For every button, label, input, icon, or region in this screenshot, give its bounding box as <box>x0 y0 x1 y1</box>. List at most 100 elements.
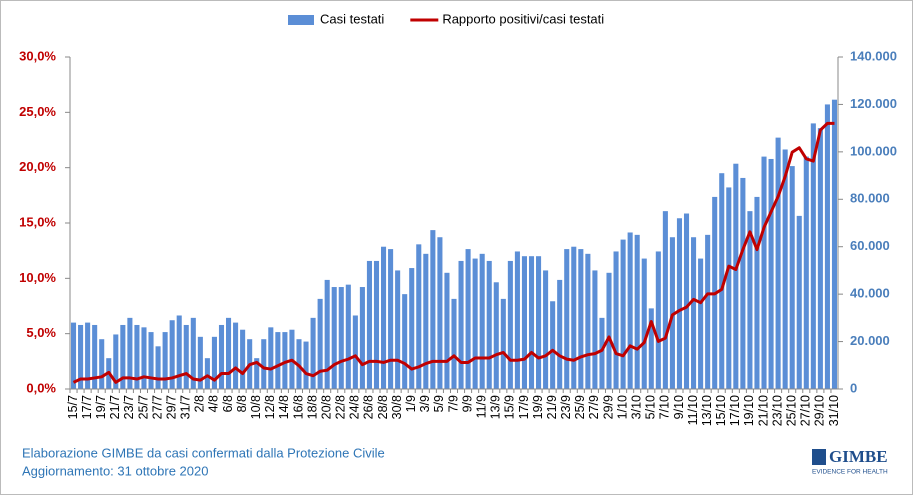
x-tick-label: 1/9 <box>404 395 418 412</box>
bar <box>352 315 358 389</box>
x-tick-label: 20/8 <box>319 395 333 419</box>
bar <box>824 104 830 389</box>
bar <box>472 258 478 389</box>
y-tick-label: 15,0% <box>19 214 56 229</box>
bar <box>578 249 584 389</box>
bar <box>768 158 774 389</box>
y2-tick-label: 80.000 <box>850 191 890 206</box>
bar <box>726 187 732 389</box>
x-tick-label: 16/8 <box>291 395 305 419</box>
bar <box>430 230 436 389</box>
bar <box>359 287 365 389</box>
bar <box>176 315 182 389</box>
legend-swatch <box>288 15 314 25</box>
bar <box>225 317 232 389</box>
bar <box>613 251 619 389</box>
bar <box>634 234 640 389</box>
y2-tick-label: 60.000 <box>850 238 890 253</box>
x-tick-label: 29/10 <box>813 395 827 426</box>
bar <box>831 99 838 389</box>
bar <box>458 260 464 389</box>
bar <box>268 327 274 389</box>
x-tick-label: 23/9 <box>559 395 573 419</box>
x-tick-label: 25/9 <box>573 395 587 419</box>
bar <box>740 177 746 389</box>
x-tick-label: 1/10 <box>615 395 629 419</box>
bar <box>218 324 225 389</box>
bar <box>733 163 739 389</box>
x-tick-label: 29/9 <box>601 395 615 419</box>
bar <box>536 256 542 389</box>
logo: GIMBE EVIDENCE FOR HEALTH <box>812 447 888 476</box>
bar <box>409 268 415 389</box>
x-tick-label: 5/10 <box>644 395 658 419</box>
x-tick-label: 27/9 <box>587 395 601 419</box>
x-tick-label: 6/8 <box>221 395 235 412</box>
bar <box>395 270 401 389</box>
bar <box>705 234 711 389</box>
x-tick-label: 25/10 <box>784 395 798 426</box>
bar <box>550 301 556 389</box>
x-tick-label: 15/10 <box>714 395 728 426</box>
y2-tick-label: 40.000 <box>850 286 890 301</box>
bar <box>183 324 189 389</box>
bar <box>782 149 788 389</box>
x-tick-label: 10/8 <box>249 395 263 419</box>
x-tick-label: 19/10 <box>742 395 756 426</box>
bar <box>655 251 661 389</box>
bar <box>324 279 330 389</box>
bar <box>254 358 260 389</box>
bar <box>127 317 133 389</box>
bar <box>233 322 239 389</box>
bar <box>373 260 380 389</box>
bar <box>641 258 647 389</box>
x-tick-label: 17/7 <box>80 395 94 419</box>
x-tick-label: 19/7 <box>94 395 108 419</box>
bar <box>423 253 429 389</box>
x-tick-label: 9/10 <box>672 395 686 419</box>
bar <box>70 322 77 389</box>
x-tick-label: 25/7 <box>136 395 150 419</box>
y-tick-label: 10,0% <box>19 270 56 285</box>
y2-tick-label: 120.000 <box>850 96 897 111</box>
x-tick-label: 23/7 <box>122 395 136 419</box>
bar <box>303 341 309 389</box>
x-tick-label: 21/9 <box>545 395 559 419</box>
bar <box>282 332 288 389</box>
bar <box>648 308 654 389</box>
x-tick-label: 19/9 <box>531 395 545 419</box>
logo-tagline: EVIDENCE FOR HEALTH <box>812 469 888 476</box>
x-tick-label: 7/9 <box>446 395 460 412</box>
bar <box>528 256 535 389</box>
bar <box>141 327 147 389</box>
x-tick-label: 11/9 <box>474 395 488 418</box>
bar <box>599 317 605 389</box>
bar <box>366 260 372 389</box>
bar <box>585 253 591 389</box>
footer-source: Elaborazione GIMBE da casi confermati da… <box>22 445 385 460</box>
bar <box>169 320 175 389</box>
bar <box>331 287 337 389</box>
bar <box>162 332 168 389</box>
x-tick-label: 15/7 <box>66 395 80 419</box>
x-tick-label: 23/10 <box>770 395 784 426</box>
x-tick-label: 8/8 <box>235 395 249 412</box>
bar <box>803 156 809 389</box>
bar <box>676 218 683 389</box>
legend-label: Rapporto positivi/casi testati <box>442 11 604 26</box>
x-tick-label: 27/10 <box>799 395 813 426</box>
bar <box>204 358 210 389</box>
y-tick-label: 20,0% <box>19 159 56 174</box>
bar <box>190 317 196 389</box>
bar <box>698 258 704 389</box>
x-tick-label: 29/7 <box>164 395 178 419</box>
bar <box>557 279 563 389</box>
x-tick-label: 3/10 <box>629 395 643 419</box>
bar <box>444 272 450 389</box>
bar <box>571 246 577 389</box>
x-tick-label: 15/9 <box>503 395 517 419</box>
bar <box>155 346 161 389</box>
bar <box>662 211 668 389</box>
bar <box>338 287 344 389</box>
